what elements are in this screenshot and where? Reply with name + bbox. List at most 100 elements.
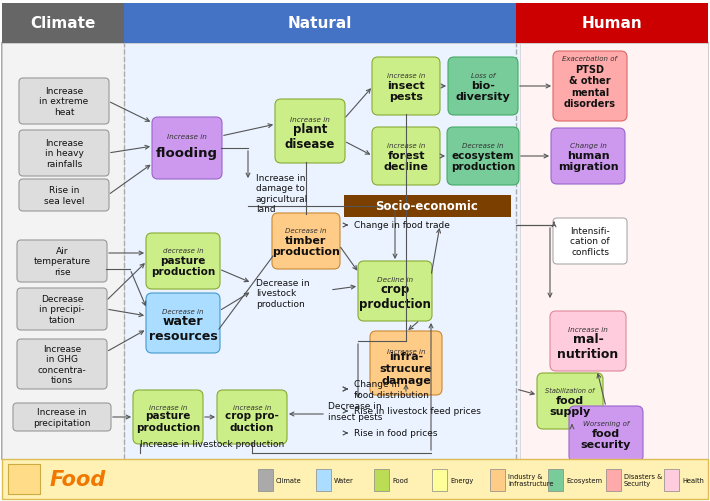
Text: Ecosystem: Ecosystem xyxy=(566,477,602,483)
Bar xyxy=(2,459,708,499)
Text: Decrease in: Decrease in xyxy=(462,142,504,148)
Text: Increase in
damage to
agricultural
land: Increase in damage to agricultural land xyxy=(256,173,308,213)
Text: Intensifi-
cation of
conflicts: Intensifi- cation of conflicts xyxy=(570,226,610,257)
FancyBboxPatch shape xyxy=(550,312,626,371)
Text: decrease in: decrease in xyxy=(163,247,203,254)
Text: Decrease in: Decrease in xyxy=(163,309,204,315)
Text: Decrease in: Decrease in xyxy=(285,228,327,234)
Text: Change in food trade: Change in food trade xyxy=(354,221,450,230)
Text: pasture
production: pasture production xyxy=(136,410,200,432)
Bar xyxy=(258,469,273,491)
Text: crop
production: crop production xyxy=(359,282,431,310)
Bar xyxy=(548,469,563,491)
Bar xyxy=(316,469,331,491)
Text: forest
decline: forest decline xyxy=(383,150,428,172)
Text: increase in: increase in xyxy=(149,404,187,410)
FancyBboxPatch shape xyxy=(19,79,109,125)
Text: food
supply: food supply xyxy=(550,395,591,416)
Text: Change in: Change in xyxy=(569,143,606,149)
Bar xyxy=(606,469,621,491)
FancyBboxPatch shape xyxy=(358,262,432,321)
Text: Loss of: Loss of xyxy=(471,73,495,79)
FancyBboxPatch shape xyxy=(146,294,220,353)
Bar xyxy=(2,44,708,459)
Text: insect
pests: insect pests xyxy=(387,81,425,102)
Text: Increase
in GHG
concentra-
tions: Increase in GHG concentra- tions xyxy=(38,344,87,384)
Text: water
resources: water resources xyxy=(148,314,217,342)
Text: Health: Health xyxy=(682,477,704,483)
Text: bio-
diversity: bio- diversity xyxy=(456,81,510,102)
Text: Increase in: Increase in xyxy=(167,134,207,140)
Text: increase in: increase in xyxy=(233,404,271,410)
Text: Increase in: Increase in xyxy=(290,116,330,122)
Text: Increase
in extreme
heat: Increase in extreme heat xyxy=(39,87,89,117)
Bar xyxy=(2,4,124,44)
FancyBboxPatch shape xyxy=(17,339,107,389)
Bar xyxy=(2,44,124,459)
Text: pasture
production: pasture production xyxy=(151,255,215,277)
FancyBboxPatch shape xyxy=(551,129,625,185)
FancyBboxPatch shape xyxy=(13,403,111,431)
FancyBboxPatch shape xyxy=(553,218,627,265)
FancyBboxPatch shape xyxy=(133,390,203,444)
Text: PTSD
& other
mental
disorders: PTSD & other mental disorders xyxy=(564,65,616,109)
FancyBboxPatch shape xyxy=(372,58,440,116)
FancyBboxPatch shape xyxy=(275,100,345,164)
FancyBboxPatch shape xyxy=(17,289,107,330)
Text: Decrease
in precipi-
tation: Decrease in precipi- tation xyxy=(39,295,84,324)
Text: Increase in: Increase in xyxy=(568,327,608,333)
Text: Climate: Climate xyxy=(276,477,302,483)
Text: Increase in: Increase in xyxy=(387,348,425,354)
FancyBboxPatch shape xyxy=(17,240,107,283)
Text: Change in
food distribution: Change in food distribution xyxy=(354,380,429,399)
Text: Climate: Climate xyxy=(31,16,96,31)
FancyBboxPatch shape xyxy=(272,213,340,270)
Bar xyxy=(8,464,40,494)
Text: flooding: flooding xyxy=(156,147,218,160)
Bar xyxy=(490,469,505,491)
FancyBboxPatch shape xyxy=(19,131,109,177)
Text: infra-
strucure
damage: infra- strucure damage xyxy=(380,352,432,385)
Text: Rise in food prices: Rise in food prices xyxy=(354,429,437,438)
Text: Increase
in heavy
rainfalls: Increase in heavy rainfalls xyxy=(45,139,84,168)
FancyBboxPatch shape xyxy=(448,58,518,116)
Text: Air
temperature
rise: Air temperature rise xyxy=(33,246,91,277)
Bar xyxy=(432,469,447,491)
Text: Water: Water xyxy=(334,477,354,483)
Text: Food: Food xyxy=(392,477,408,483)
FancyBboxPatch shape xyxy=(569,406,643,462)
FancyBboxPatch shape xyxy=(152,118,222,180)
Text: Decrease in
livestock
production: Decrease in livestock production xyxy=(256,279,310,308)
FancyBboxPatch shape xyxy=(553,52,627,122)
Bar xyxy=(520,44,708,459)
Text: Increase in
precipitation: Increase in precipitation xyxy=(33,407,91,427)
Text: Industry &
Infrastructure: Industry & Infrastructure xyxy=(508,473,554,486)
Bar xyxy=(516,4,708,44)
Bar xyxy=(374,469,389,491)
Text: plant
disease: plant disease xyxy=(285,123,335,151)
Text: Disasters &
Security: Disasters & Security xyxy=(624,473,662,486)
FancyBboxPatch shape xyxy=(447,128,519,186)
Text: Human: Human xyxy=(581,16,643,31)
Bar xyxy=(124,44,520,459)
Text: food
security: food security xyxy=(581,428,631,449)
Text: Decrease in
insect pests: Decrease in insect pests xyxy=(328,401,383,421)
Text: Exacerbation of: Exacerbation of xyxy=(562,56,618,62)
Bar xyxy=(344,195,511,217)
Text: increase in: increase in xyxy=(387,142,425,148)
FancyBboxPatch shape xyxy=(372,128,440,186)
Text: increase in: increase in xyxy=(387,73,425,79)
Bar xyxy=(124,4,516,44)
Text: human
migration: human migration xyxy=(557,150,618,172)
Text: crop pro-
duction: crop pro- duction xyxy=(225,410,279,432)
Text: Decline in: Decline in xyxy=(377,277,413,283)
FancyBboxPatch shape xyxy=(370,331,442,395)
Text: Natural: Natural xyxy=(288,16,352,31)
Text: Increase in livestock production: Increase in livestock production xyxy=(140,439,284,448)
FancyBboxPatch shape xyxy=(19,180,109,211)
Text: mal-
nutrition: mal- nutrition xyxy=(557,332,618,360)
Bar xyxy=(664,469,679,491)
Text: Socio-economic: Socio-economic xyxy=(376,200,479,213)
Text: timber
production: timber production xyxy=(272,235,340,257)
FancyBboxPatch shape xyxy=(217,390,287,444)
